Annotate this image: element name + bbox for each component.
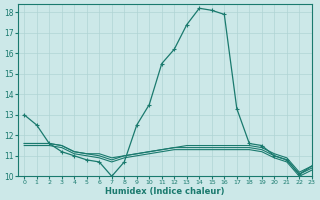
X-axis label: Humidex (Indice chaleur): Humidex (Indice chaleur) [105, 187, 225, 196]
